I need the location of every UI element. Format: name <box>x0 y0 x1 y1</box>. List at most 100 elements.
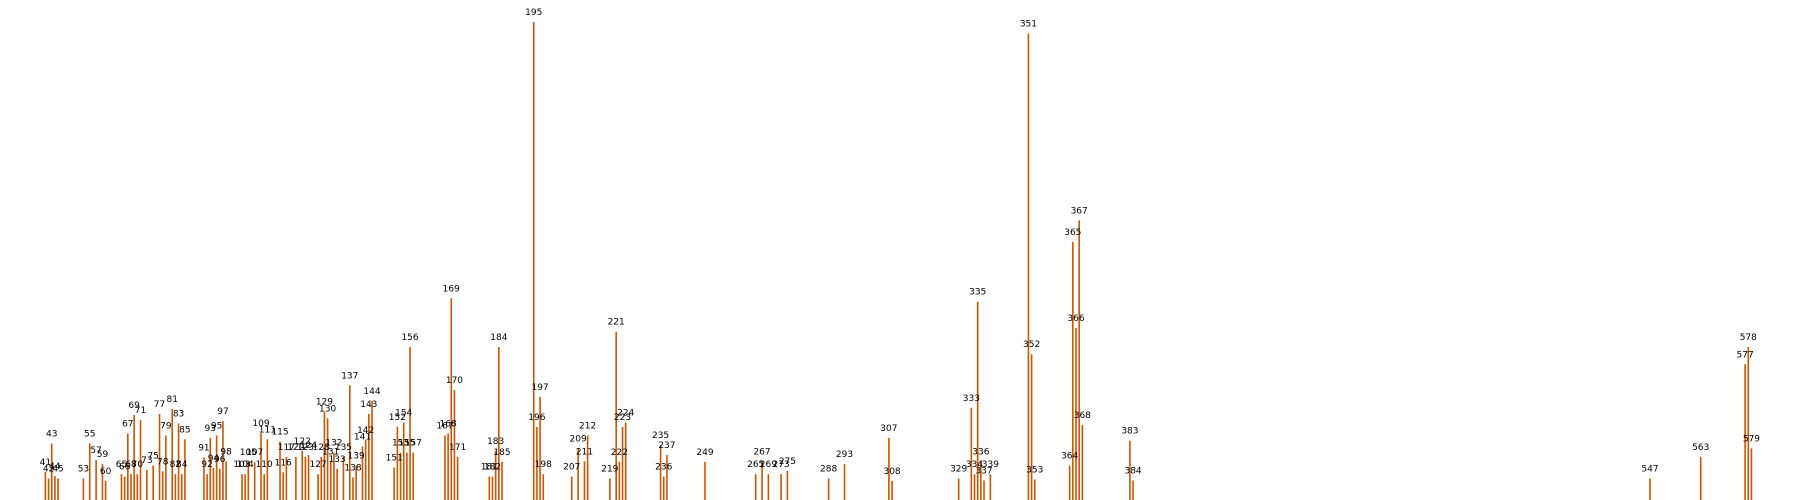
bar-68 <box>130 474 132 500</box>
bar-169 <box>450 298 453 500</box>
bar-219 <box>609 478 611 500</box>
bar-label-111: 111 <box>259 425 276 435</box>
bar-label-70: 70 <box>132 460 144 470</box>
bar-label-69: 69 <box>128 401 140 411</box>
bar-label-66: 66 <box>119 463 131 473</box>
bar-label-151: 151 <box>386 454 403 464</box>
bar-209 <box>577 448 579 500</box>
bar-42 <box>47 478 50 500</box>
bar-43 <box>50 443 53 500</box>
bar-198 <box>542 474 545 500</box>
bar-label-91: 91 <box>198 443 209 453</box>
bar-79 <box>165 435 167 500</box>
bar-label-368: 368 <box>1074 411 1091 421</box>
bar-65 <box>120 474 123 500</box>
bar-label-223: 223 <box>614 413 631 423</box>
bar-156 <box>409 347 411 500</box>
bar-91 <box>203 457 205 500</box>
bar-label-115: 115 <box>271 428 288 438</box>
bar-288 <box>827 478 830 500</box>
bar-label-168: 168 <box>440 420 457 430</box>
bar-44 <box>54 476 56 500</box>
bar-label-329: 329 <box>950 464 967 474</box>
bar-123 <box>304 456 307 500</box>
bar-label-224: 224 <box>617 409 634 419</box>
bar-82 <box>174 474 177 500</box>
bar-label-167: 167 <box>436 421 453 431</box>
bar-383 <box>1129 440 1131 500</box>
bar-label-71: 71 <box>135 406 146 416</box>
bar-label-197: 197 <box>531 383 548 393</box>
bar-69 <box>133 414 135 500</box>
bar-label-83: 83 <box>173 410 184 420</box>
bar-93 <box>209 437 212 500</box>
bar-221 <box>615 331 617 500</box>
bar-label-81: 81 <box>166 395 177 405</box>
bar-label-139: 139 <box>348 452 365 462</box>
bar-label-65: 65 <box>116 460 127 470</box>
bar-label-55: 55 <box>84 430 95 440</box>
bar-269 <box>767 474 770 500</box>
bar-label-43: 43 <box>46 430 57 440</box>
bar-label-235: 235 <box>652 431 669 441</box>
bar-141 <box>361 446 364 500</box>
bar-label-207: 207 <box>563 463 580 473</box>
bar-547 <box>1649 478 1651 500</box>
bar-351 <box>1027 33 1030 500</box>
bar-label-221: 221 <box>608 318 625 328</box>
bar-label-236: 236 <box>655 463 672 473</box>
bar-label-352: 352 <box>1023 340 1040 350</box>
bar-label-171: 171 <box>449 443 466 453</box>
bar-107 <box>253 462 256 500</box>
bar-249 <box>704 461 706 500</box>
bar-label-335: 335 <box>969 288 986 298</box>
bar-171 <box>456 456 459 500</box>
bar-label-79: 79 <box>160 421 172 431</box>
bar-label-117: 117 <box>278 443 295 453</box>
bar-98 <box>225 461 227 500</box>
bar-label-169: 169 <box>443 284 460 294</box>
bar-77 <box>158 413 161 500</box>
bar-334 <box>973 474 976 500</box>
bar-152 <box>396 426 399 500</box>
bar-122 <box>301 450 304 500</box>
bar-57 <box>95 459 97 500</box>
bar-label-384: 384 <box>1124 466 1141 476</box>
bar-label-383: 383 <box>1121 427 1138 437</box>
bar-label-53: 53 <box>78 464 89 474</box>
bar-97 <box>222 421 224 500</box>
bar-185 <box>501 461 503 500</box>
bar-211 <box>583 461 586 500</box>
bar-label-97: 97 <box>217 407 228 417</box>
bar-563 <box>1699 456 1702 500</box>
bar-label-157: 157 <box>405 439 422 449</box>
bar-184 <box>498 347 500 500</box>
bar-label-116: 116 <box>275 458 292 468</box>
bar-label-293: 293 <box>836 450 853 460</box>
bar-384 <box>1132 480 1134 500</box>
bar-label-96: 96 <box>214 455 226 465</box>
bar-label-337: 337 <box>975 466 992 476</box>
bar-label-67: 67 <box>122 420 133 430</box>
bar-label-184: 184 <box>490 333 507 343</box>
bar-115 <box>279 441 281 500</box>
bar-41 <box>44 471 47 500</box>
bar-307 <box>888 437 890 500</box>
bar-73 <box>146 469 148 500</box>
bar-label-110: 110 <box>256 460 273 470</box>
bar-308 <box>891 480 893 500</box>
bar-label-353: 353 <box>1026 465 1043 475</box>
bar-label-109: 109 <box>252 419 269 429</box>
bar-265 <box>754 474 757 500</box>
bar-59 <box>101 464 104 500</box>
bar-75 <box>152 465 154 500</box>
bar-142 <box>364 439 367 500</box>
bar-237 <box>666 455 668 500</box>
bar-170 <box>453 390 456 500</box>
bar-label-364: 364 <box>1061 452 1078 462</box>
bar-label-94: 94 <box>208 454 220 464</box>
bar-155 <box>406 452 408 500</box>
bar-275 <box>786 470 789 500</box>
bar-167 <box>444 435 446 500</box>
bar-label-135: 135 <box>335 443 352 453</box>
